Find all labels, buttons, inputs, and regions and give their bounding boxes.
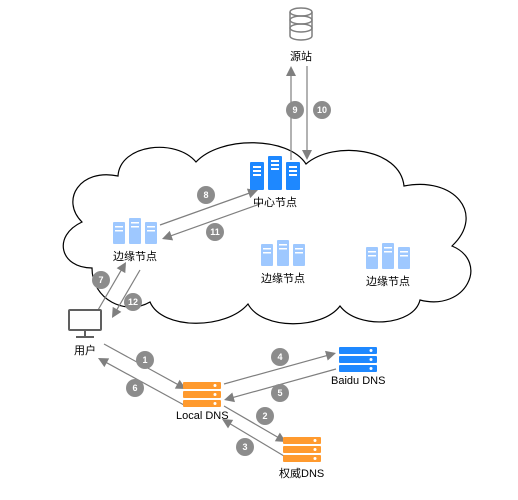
svg-text:7: 7 [98,275,103,285]
label-edge2: 边缘节点 [261,270,305,286]
svg-text:10: 10 [317,105,327,115]
node-edge2: 边缘节点 [261,240,305,286]
label-baidudns: Baidu DNS [331,375,385,387]
server-rack-icon [283,437,321,463]
svg-text:6: 6 [132,383,137,393]
server-rack-icon [183,382,221,408]
label-localdns: Local DNS [176,410,229,422]
node-localdns: Local DNS [176,382,229,422]
label-authdns: 权威DNS [279,465,324,481]
label-edge1: 边缘节点 [113,248,157,264]
svg-text:8: 8 [203,190,208,200]
edge-servers-icon [366,243,410,271]
node-edge3: 边缘节点 [366,243,410,289]
label-user: 用户 [74,342,96,358]
label-origin: 源站 [290,48,312,64]
diagram-stage: 1 6 4 5 2 3 7 12 8 11 9 10 源站 中心节点 边缘节点 边缘节点 边缘节点 [0,0,518,500]
edge-servers-icon [113,218,157,246]
svg-text:1: 1 [142,355,147,365]
monitor-icon [66,308,104,340]
server-cluster-icon [248,156,302,192]
server-rack-icon [339,347,377,373]
label-center: 中心节点 [253,194,297,210]
server-tower-icon [286,6,316,46]
svg-text:11: 11 [210,227,220,237]
svg-text:2: 2 [262,411,267,421]
label-edge3: 边缘节点 [366,273,410,289]
svg-text:5: 5 [277,388,282,398]
arrows-layer: 1 6 4 5 2 3 7 12 8 11 9 10 [0,0,518,500]
node-center: 中心节点 [248,156,302,210]
node-edge1: 边缘节点 [113,218,157,264]
edge-servers-icon [261,240,305,268]
svg-text:12: 12 [128,297,138,307]
node-baidudns: Baidu DNS [331,347,385,387]
node-origin: 源站 [286,6,316,64]
node-user: 用户 [66,308,104,358]
svg-text:9: 9 [292,105,297,115]
svg-text:4: 4 [277,352,282,362]
svg-text:3: 3 [242,442,247,452]
node-authdns: 权威DNS [279,437,324,481]
